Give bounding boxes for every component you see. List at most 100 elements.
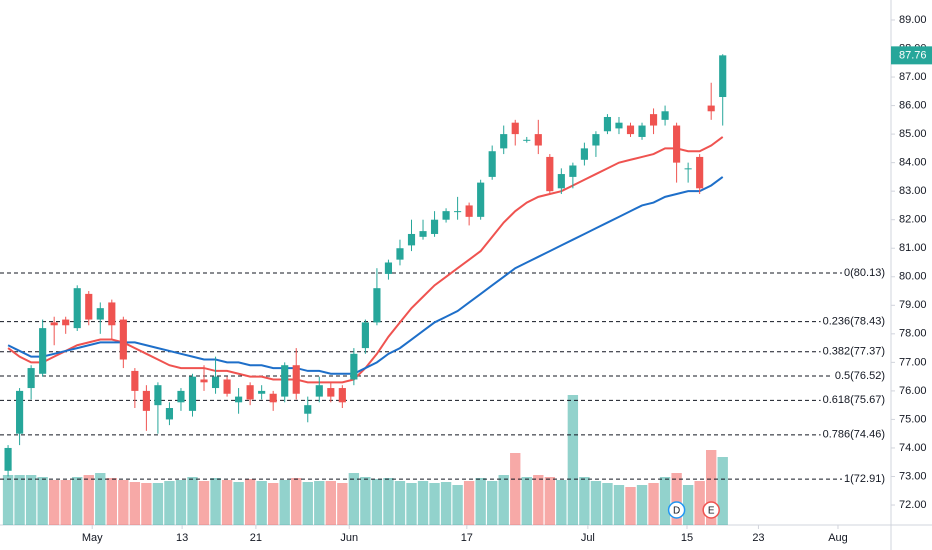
fib-label-bg — [820, 394, 887, 407]
volume-bar — [25, 475, 37, 525]
y-tick-label: 78.00 — [899, 328, 927, 340]
x-tick-label: Jun — [340, 532, 358, 544]
fib-label-bg — [820, 345, 887, 358]
candle-body — [246, 385, 254, 400]
volume-bar — [463, 481, 475, 525]
x-tick-label: 15 — [681, 532, 693, 544]
candle-body — [569, 165, 577, 177]
candle-body — [407, 233, 416, 246]
volume-bar — [510, 453, 521, 525]
candle-body — [188, 376, 197, 411]
candle-body — [707, 105, 715, 112]
candle-body — [235, 396, 243, 403]
candle-body — [258, 390, 266, 394]
y-tick-label: 85.00 — [899, 128, 927, 140]
volume-bar — [164, 481, 175, 525]
volume-bar — [360, 477, 371, 525]
volume-bar — [37, 477, 48, 525]
candle-body — [315, 385, 323, 397]
candle-body — [603, 116, 612, 132]
y-tick-label: 74.00 — [899, 442, 927, 454]
candle-body — [62, 319, 70, 326]
y-tick-label: 80.00 — [899, 271, 927, 283]
volume-bar — [291, 478, 302, 525]
volume-bar — [337, 483, 348, 525]
volume-bar — [233, 482, 244, 525]
x-tick-label: 23 — [752, 532, 764, 544]
candle-body — [131, 370, 139, 391]
candle-body — [580, 148, 588, 160]
volume-bar — [625, 487, 636, 525]
fib-level-label: 0.382(77.37) — [823, 346, 885, 358]
volume-bar — [83, 475, 94, 525]
volume-bar — [348, 473, 360, 525]
candle-body — [373, 288, 381, 323]
candle-body — [350, 353, 358, 380]
volume-bar — [187, 477, 198, 525]
volume-bar — [648, 483, 659, 525]
volume-bar — [244, 479, 256, 525]
candle-body — [638, 125, 646, 137]
volume-bar — [302, 482, 313, 525]
volume-bar — [452, 485, 463, 525]
candle-body — [661, 111, 669, 120]
volume-bar — [717, 457, 728, 525]
candle-body — [304, 405, 312, 414]
x-tick-label: 13 — [176, 532, 188, 544]
y-tick-label: 87.00 — [899, 71, 927, 83]
volume-bar — [440, 482, 452, 525]
volume-bar — [475, 478, 486, 525]
volume-bar — [406, 483, 417, 525]
volume-layer — [2, 395, 728, 525]
fib-label-bg — [820, 428, 887, 441]
volume-bar — [95, 473, 106, 525]
candle-body — [85, 293, 93, 320]
volume-bar — [118, 480, 129, 525]
candle-body — [73, 288, 81, 329]
candle-body — [39, 328, 47, 374]
y-tick-label: 81.00 — [899, 242, 927, 254]
moving-average-line — [7, 176, 724, 375]
x-tick-label: Aug — [828, 532, 848, 544]
y-tick-label: 75.00 — [899, 413, 927, 425]
fib-level-label: 0.618(75.67) — [823, 394, 885, 406]
candle-body — [165, 408, 174, 420]
x-tick-label: 21 — [250, 532, 262, 544]
volume-bar — [106, 478, 117, 525]
volume-bar — [613, 485, 625, 525]
candle-body — [27, 368, 35, 389]
candle-body — [546, 156, 554, 192]
y-tick-label: 82.00 — [899, 214, 927, 226]
fib-level-label: 0.786(74.46) — [823, 429, 885, 441]
x-tick-label: 17 — [461, 532, 473, 544]
volume-bar — [60, 480, 71, 525]
volume-bar — [314, 481, 325, 525]
candle-body — [4, 447, 12, 471]
event-marker — [667, 501, 686, 519]
candle-body — [626, 125, 635, 135]
volume-bar — [210, 478, 221, 525]
volume-bar — [371, 479, 383, 525]
volume-bar — [267, 483, 279, 525]
volume-bar — [175, 480, 187, 525]
candle-body — [281, 365, 289, 397]
candle-body — [534, 134, 542, 146]
volume-bar — [198, 481, 210, 525]
y-tick-label: 77.00 — [899, 356, 927, 368]
fib-level-label: 0.5(76.52) — [835, 370, 885, 382]
volume-bar — [682, 485, 694, 525]
candle-body — [454, 211, 462, 213]
volume-bar — [221, 480, 233, 525]
volume-bar — [429, 483, 440, 525]
candle-body — [177, 390, 185, 403]
candle-body — [200, 379, 208, 383]
volume-bar — [48, 480, 60, 525]
volume-bar — [498, 475, 509, 525]
fib-level-label: 0(80.13) — [844, 267, 885, 279]
volume-bar — [636, 485, 648, 525]
volume-bar — [659, 477, 671, 525]
volume-bar — [14, 475, 25, 525]
candle-body — [396, 248, 404, 260]
volume-bar — [556, 480, 567, 525]
